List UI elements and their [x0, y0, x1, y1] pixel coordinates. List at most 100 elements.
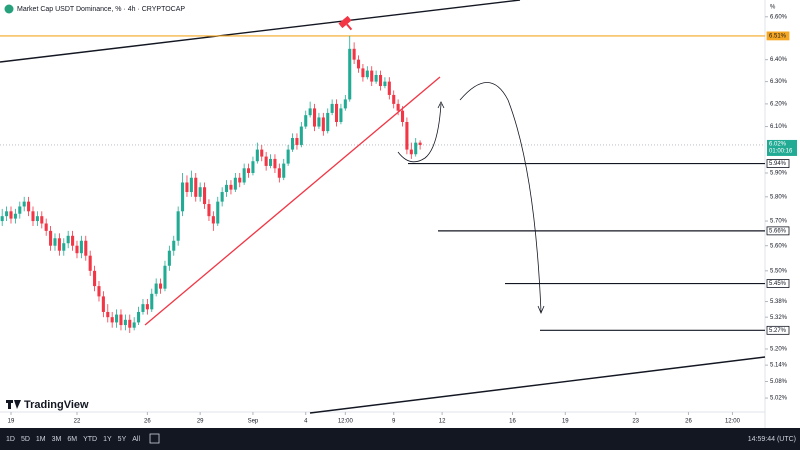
- x-tick-label: 19: [562, 419, 569, 425]
- y-tick-label: 5.60%: [770, 243, 788, 249]
- candle-body: [203, 187, 207, 205]
- x-tick-label: 9: [392, 419, 396, 425]
- level-label: 6.51%: [769, 33, 787, 39]
- candle-body: [154, 283, 158, 294]
- candle-body: [242, 168, 246, 183]
- candle-body: [233, 177, 237, 190]
- candle-body: [260, 149, 264, 157]
- period-buttons: 1D 5D 1M 3M 6M YTD 1Y 5Y All: [6, 433, 160, 444]
- x-tick-label: 22: [74, 419, 81, 425]
- level-label-box: [766, 226, 790, 236]
- candle-body: [110, 317, 114, 323]
- x-tick-label: 26: [144, 419, 151, 425]
- candle-body: [365, 70, 369, 78]
- scale-unit: %: [770, 5, 776, 11]
- candle-body: [176, 211, 180, 241]
- y-tick-label: 5.32%: [770, 315, 788, 321]
- period-button[interactable]: 5D: [21, 436, 30, 443]
- candle-body: [286, 149, 290, 164]
- candle-body: [383, 81, 387, 87]
- period-button[interactable]: 1M: [36, 436, 46, 443]
- candle-body: [409, 149, 413, 155]
- candle-body: [172, 240, 176, 251]
- candle-body: [334, 103, 339, 122]
- candle-body: [317, 117, 321, 127]
- candle-body: [167, 250, 171, 266]
- candle-body: [374, 74, 378, 82]
- candle-body: [277, 168, 281, 178]
- candle-body: [93, 270, 97, 287]
- y-tick-label: 5.50%: [770, 268, 788, 274]
- candle-body: [282, 163, 286, 178]
- candle-body: [115, 314, 119, 323]
- candle-body: [40, 216, 44, 224]
- x-tick-label: 4: [304, 419, 308, 425]
- period-button[interactable]: All: [132, 436, 140, 443]
- candle-body: [216, 201, 220, 224]
- period-button[interactable]: 1Y: [103, 436, 112, 443]
- y-tick-label: 5.14%: [770, 363, 788, 369]
- candle-body: [22, 201, 26, 207]
- candle-body: [229, 184, 233, 190]
- top-marker: [338, 15, 353, 31]
- x-tick-label: Sep: [248, 419, 259, 425]
- y-tick-label: 6.30%: [770, 79, 788, 85]
- candle-body: [238, 177, 242, 183]
- candle-body: [128, 319, 132, 328]
- candle-body: [31, 211, 35, 222]
- axes: 6.60% 6.40% 6.30% 6.20% 6.10% 5.90% 5.80% 5.70%…: [8, 14, 797, 425]
- candle-body: [84, 240, 88, 256]
- x-tick-label: 26: [685, 419, 692, 425]
- level-label-box: [766, 159, 790, 168]
- candle-body: [27, 201, 31, 212]
- candle-body: [255, 149, 259, 162]
- y-tick-label: 5.38%: [770, 299, 788, 305]
- clock: 14:59:44 (UTC): [748, 436, 796, 443]
- candle-body: [356, 59, 361, 69]
- y-tick-label: 5.70%: [770, 219, 788, 225]
- period-button[interactable]: YTD: [83, 436, 97, 443]
- candle-body: [378, 74, 383, 87]
- candle-body: [75, 245, 79, 254]
- countdown: 01:00:16: [769, 149, 793, 155]
- candle-body: [211, 216, 215, 224]
- period-button[interactable]: 5Y: [118, 436, 127, 443]
- candle-body: [145, 304, 149, 310]
- candle-body: [339, 108, 343, 122]
- candle-body: [97, 286, 101, 297]
- y-tick-label: 5.80%: [770, 194, 788, 200]
- y-tick-label: 5.20%: [770, 347, 788, 353]
- candles: [0, 35, 422, 333]
- candle-body: [35, 216, 39, 222]
- y-tick-label: 5.02%: [770, 396, 788, 402]
- last-price-box: [767, 139, 797, 156]
- candle-body: [159, 283, 163, 289]
- period-button[interactable]: 1D: [6, 436, 15, 443]
- date-range-button[interactable]: [149, 433, 160, 444]
- level-label-box: [766, 325, 790, 335]
- period-button[interactable]: 6M: [67, 436, 77, 443]
- y-tick-label: 6.20%: [770, 101, 788, 107]
- marker-head: [338, 15, 352, 29]
- candle-body: [330, 103, 334, 113]
- candle-body: [71, 235, 75, 246]
- x-tick-label: 23: [632, 419, 639, 425]
- candle-body: [62, 243, 66, 251]
- candle-body: [0, 216, 4, 222]
- candle-body: [66, 235, 70, 244]
- candle-body: [132, 322, 136, 328]
- candle-body: [9, 211, 13, 219]
- y-tick-label: 5.08%: [770, 379, 788, 385]
- candle-body: [141, 304, 145, 312]
- logo-mark: [6, 400, 21, 409]
- period-button[interactable]: 3M: [52, 436, 62, 443]
- branding: TradingView: [6, 399, 89, 411]
- candle-body: [370, 70, 374, 82]
- candle-body: [207, 204, 211, 217]
- candle-body: [299, 126, 303, 145]
- level-label-box: [766, 31, 790, 41]
- candle-body: [392, 94, 396, 104]
- candle-body: [348, 48, 352, 100]
- candle-body: [185, 182, 189, 193]
